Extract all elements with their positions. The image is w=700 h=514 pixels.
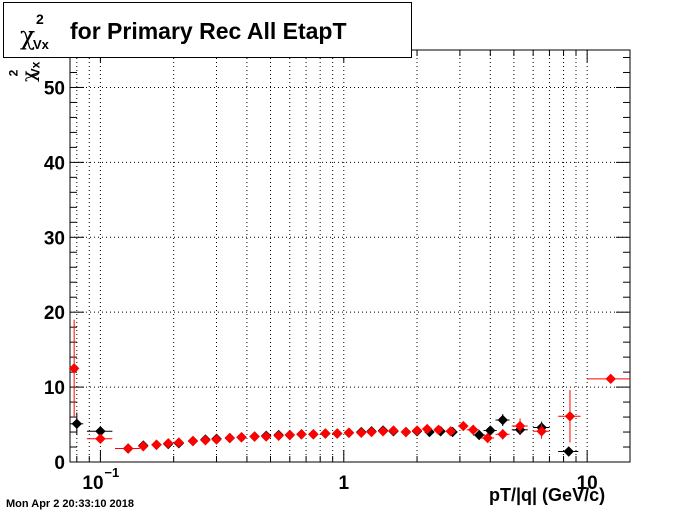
y-tick-label: 30 [44, 228, 65, 249]
data-point [163, 438, 174, 449]
x-tick-label: 1 [338, 473, 349, 494]
title-superscript: 2 [36, 11, 44, 27]
data-point [366, 426, 377, 438]
data-point [473, 429, 485, 441]
data-point [433, 424, 444, 435]
y-tick-label: 10 [44, 378, 65, 399]
data-point [187, 435, 199, 447]
data-point [138, 441, 149, 452]
chart-title-box: χ 2 Vx for Primary Rec All EtapT [3, 2, 412, 58]
data-point [273, 430, 284, 441]
x-tick-label: 10 [577, 473, 598, 494]
data-point [296, 429, 307, 440]
data-point [388, 425, 399, 436]
data-point [71, 418, 83, 430]
y-label-subscript: Vx [28, 61, 43, 77]
data-point [497, 429, 508, 440]
y-tick-label: 0 [54, 453, 65, 474]
data-point [151, 439, 162, 450]
data-point [564, 411, 576, 422]
timestamp-footer: Mon Apr 2 20:33:10 2018 [6, 498, 134, 510]
data-point [445, 426, 456, 437]
data-point [308, 429, 319, 440]
data-point [377, 426, 389, 437]
y-tick-label: 40 [44, 153, 65, 174]
data-point [514, 420, 526, 432]
data-point [458, 420, 469, 432]
data-point [95, 433, 106, 444]
data-point [536, 426, 547, 437]
data-point [467, 424, 479, 435]
chart-title: for Primary Rec All EtapT [70, 18, 347, 44]
data-point [356, 427, 367, 438]
data-point [122, 443, 134, 454]
data-point [249, 431, 260, 442]
data-point [485, 425, 496, 436]
data-point [343, 427, 355, 438]
plot-frame [69, 49, 631, 463]
y-tick-label: 50 [44, 78, 65, 99]
data-point [332, 428, 343, 439]
x-tick-label-exponent: −1 [104, 465, 119, 480]
data-point [211, 434, 222, 445]
data-point [563, 446, 574, 457]
data-point [411, 425, 423, 436]
data-point [236, 432, 247, 443]
data-point [68, 363, 80, 374]
data-point [320, 428, 331, 439]
data-point [260, 431, 272, 442]
title-symbol: χ [20, 21, 36, 50]
y-tick-label: 20 [44, 303, 65, 324]
data-point [224, 432, 235, 444]
data-point [400, 426, 412, 438]
data-point [497, 414, 508, 426]
data-point [482, 432, 493, 444]
x-axis-label: pT/|q| (GeV/c) [489, 485, 606, 505]
data-point [284, 429, 295, 441]
data-point [173, 437, 185, 448]
x-tick-label: 10 [82, 473, 103, 494]
data-point [605, 373, 616, 385]
data-point [421, 423, 433, 435]
title-subscript: Vx [33, 37, 49, 52]
data-point [200, 435, 211, 446]
